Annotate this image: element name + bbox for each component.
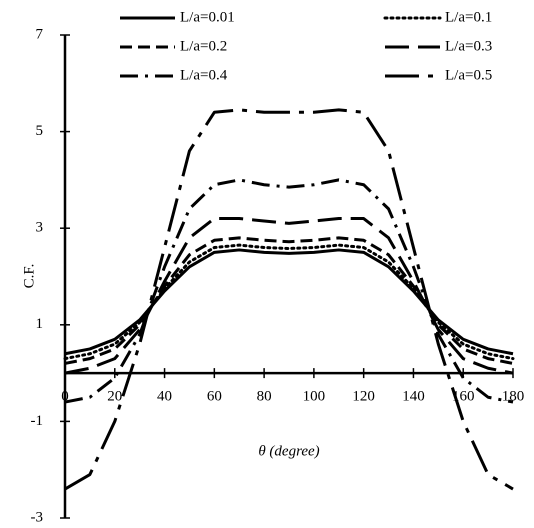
- y-tick-label: -1: [31, 413, 44, 429]
- legend-label: L/a=0.01: [180, 9, 235, 25]
- x-tick-label: 20: [107, 389, 122, 405]
- series-line: [64, 248, 514, 356]
- legend-label: L/a=0.4: [180, 67, 228, 83]
- y-tick-label: 7: [36, 26, 44, 42]
- x-tick-label: 120: [352, 389, 375, 405]
- legend-label: L/a=0.2: [180, 38, 227, 54]
- series-line: [64, 236, 514, 365]
- series-line: [64, 178, 514, 404]
- series-line: [63, 243, 515, 361]
- legend-label: L/a=0.3: [445, 38, 492, 54]
- y-tick-label: 1: [36, 316, 44, 332]
- x-axis-label: θ (degree): [258, 443, 319, 459]
- x-tick-label: 80: [257, 389, 272, 405]
- series-line: [64, 108, 514, 491]
- y-axis-label: C.F.: [21, 264, 37, 289]
- y-tick-label: -3: [31, 509, 44, 525]
- x-tick-label: 140: [402, 389, 425, 405]
- series-line: [64, 217, 514, 375]
- y-tick-label: 5: [36, 123, 44, 139]
- legend-label: L/a=0.5: [445, 67, 492, 83]
- y-tick-label: 3: [36, 220, 44, 236]
- x-tick-label: 100: [303, 389, 326, 405]
- x-tick-label: 40: [157, 389, 172, 405]
- x-tick-label: 60: [207, 389, 222, 405]
- x-tick-label: 0: [61, 389, 69, 405]
- x-tick-label: 180: [502, 389, 525, 405]
- legend-label: L/a=0.1: [445, 9, 492, 25]
